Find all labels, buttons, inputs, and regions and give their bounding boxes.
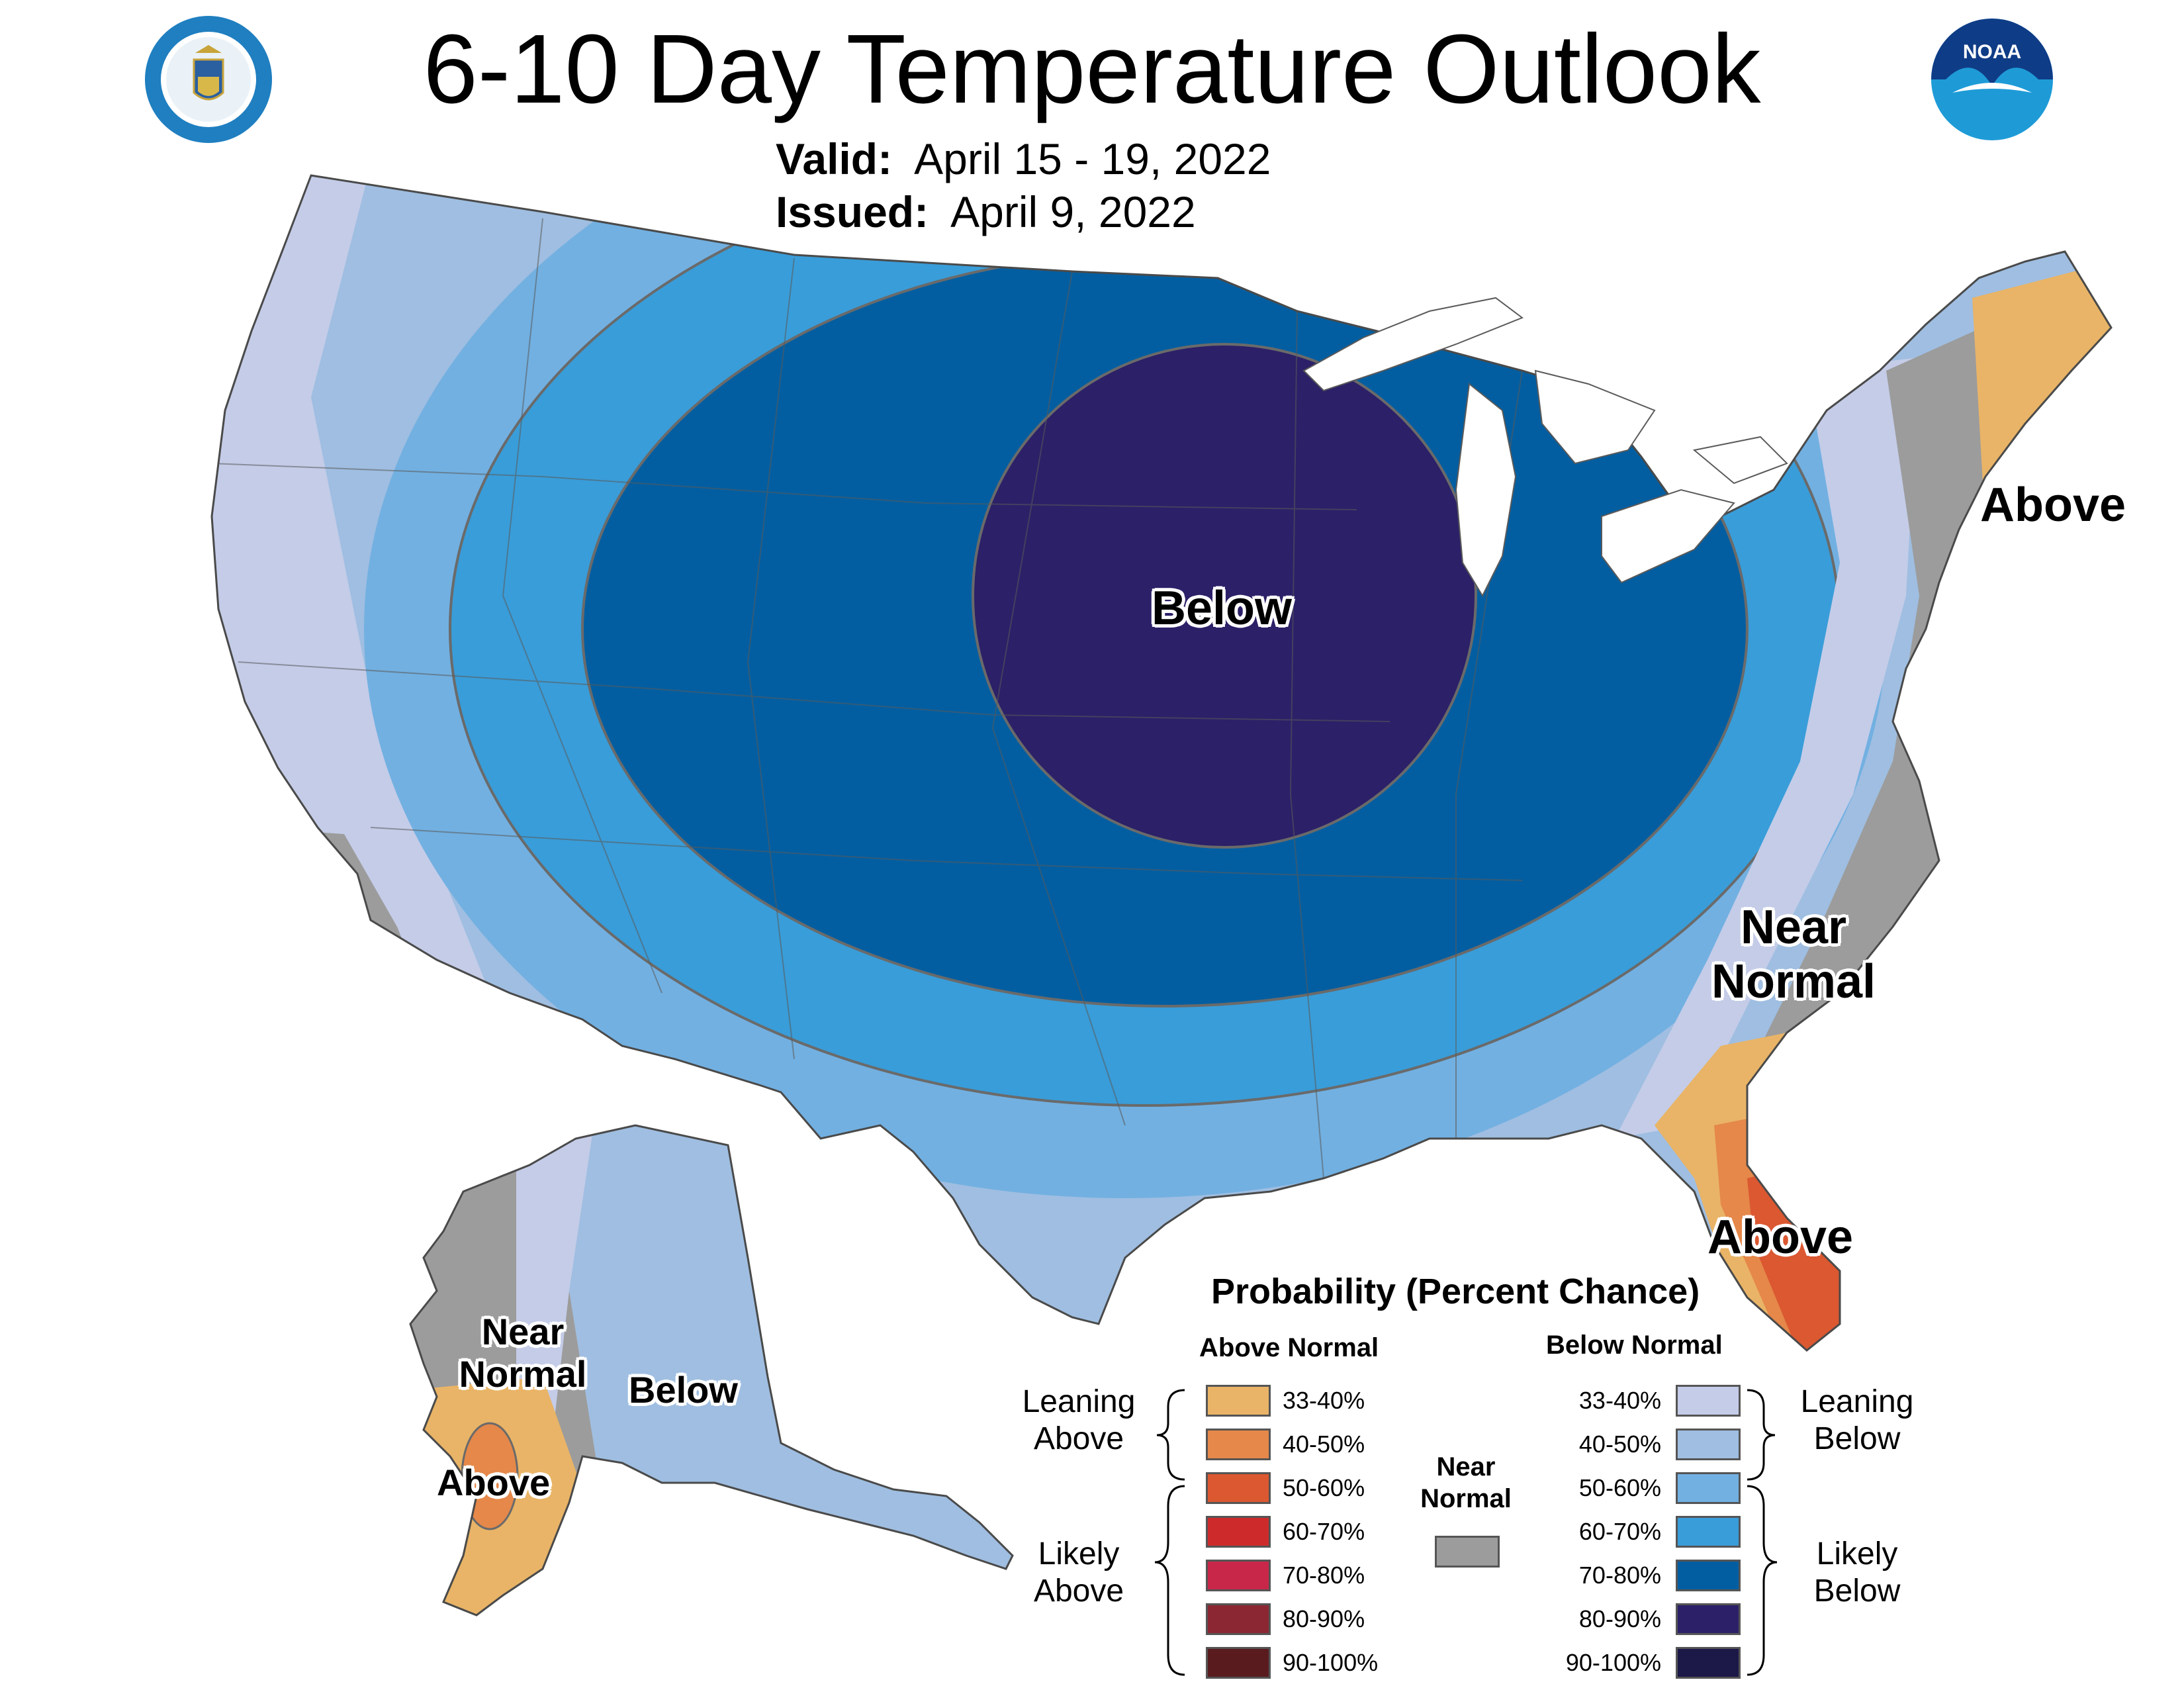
legend-swatch-above-0 [1206, 1385, 1271, 1417]
near-normal-line1: Near [1436, 1452, 1496, 1481]
legend-swatch-below-4 [1676, 1560, 1741, 1591]
conus-map [212, 175, 2111, 1350]
legend-swatch-below-0 [1676, 1385, 1741, 1417]
map-label-alaska-below: Below [629, 1369, 738, 1411]
map-label-conus-below: Below [1152, 582, 1293, 635]
noaa-logo-text: NOAA [1963, 41, 2021, 63]
legend-range-label: 80-90% [1283, 1605, 1365, 1632]
likely-above-line1: Likely [1038, 1536, 1120, 1571]
legend-swatch-above-2 [1206, 1472, 1271, 1504]
legend-near-normal-swatch [1435, 1536, 1500, 1568]
legend-range-label: 70-80% [1283, 1562, 1365, 1589]
alaska-outline [409, 1124, 1014, 1617]
legend-likely-above-label: Likely Above [1013, 1536, 1145, 1610]
legend-range-label: 40-50% [1283, 1430, 1365, 1458]
legend-near-normal-label: Near Normal [1410, 1451, 1522, 1515]
map-label-near-line2: Normal [1711, 955, 1876, 1008]
issued-label: Issued: [776, 187, 929, 236]
map-label-florida-above: Above [1707, 1211, 1854, 1264]
legend-swatch-above-5 [1206, 1603, 1271, 1635]
legend-above-header: Above Normal [1199, 1333, 1379, 1362]
legend-swatch-below-6 [1676, 1647, 1741, 1679]
legend-range-label: 60-70% [1283, 1518, 1365, 1545]
leaning-above-line2: Above [1033, 1421, 1124, 1456]
legend-range-label: 90-100% [1565, 1649, 1661, 1676]
map-label-southeast-near-normal: Near Normal [1701, 900, 1886, 1009]
legend-below-header: Below Normal [1546, 1331, 1723, 1360]
map-label-northeast-above: Above [1980, 479, 2126, 532]
near-normal-line2: Normal [1420, 1484, 1512, 1513]
great-lakes [1302, 297, 1788, 598]
leaning-above-line1: Leaning [1022, 1384, 1136, 1419]
legend-range-label: 60-70% [1578, 1518, 1661, 1545]
likely-below-line1: Likely [1816, 1536, 1898, 1571]
legend-range-label: 90-100% [1283, 1649, 1379, 1676]
issued-value: April 9, 2022 [950, 187, 1196, 236]
map-label-alaska-near-normal: Near Normal [450, 1311, 596, 1395]
legend-swatch-above-3 [1206, 1516, 1271, 1548]
legend-swatch-above-1 [1206, 1429, 1271, 1460]
legend-range-label: 80-90% [1578, 1605, 1661, 1632]
department-of-commerce-seal-icon [142, 13, 275, 146]
legend-swatch-below-2 [1676, 1472, 1741, 1504]
map-label-alaska-near-line1: Near [481, 1311, 565, 1352]
legend-braces [1154, 1389, 1778, 1676]
valid-value: April 15 - 19, 2022 [914, 134, 1271, 183]
legend-likely-below-label: Likely Below [1791, 1536, 1923, 1610]
conus-outline [210, 174, 2113, 1352]
likely-below-line2: Below [1813, 1573, 1901, 1609]
legend-range-label: 50-60% [1283, 1474, 1365, 1501]
legend-swatch-below-3 [1676, 1516, 1741, 1548]
legend-range-label: 33-40% [1578, 1387, 1661, 1414]
issued-date-line: Issued: April 9, 2022 [776, 187, 1196, 237]
map-label-alaska-near-line2: Normal [459, 1353, 587, 1395]
legend-swatch-below-5 [1676, 1603, 1741, 1635]
noaa-logo-icon: NOAA [1926, 13, 2058, 146]
legend-leaning-above-label: Leaning Above [1013, 1383, 1145, 1458]
legend-swatch-below-1 [1676, 1429, 1741, 1460]
legend-swatch-above-4 [1206, 1560, 1271, 1591]
legend-swatch-above-6 [1206, 1647, 1271, 1679]
map-label-alaska-above: Above [437, 1462, 551, 1503]
valid-label: Valid: [776, 134, 893, 183]
legend-title: Probability (Percent Chance) [1211, 1272, 1700, 1311]
legend-leaning-below-label: Leaning Below [1791, 1383, 1923, 1458]
legend-range-label: 40-50% [1578, 1430, 1661, 1458]
legend-range-label: 33-40% [1283, 1387, 1365, 1414]
legend-range-label: 70-80% [1578, 1562, 1661, 1589]
map-label-near-line1: Near [1740, 901, 1847, 954]
legend-range-label: 50-60% [1578, 1474, 1661, 1501]
leaning-below-line1: Leaning [1800, 1384, 1914, 1419]
likely-above-line2: Above [1033, 1573, 1124, 1609]
page-title: 6-10 Day Temperature Outlook [423, 15, 1761, 124]
valid-date-line: Valid: April 15 - 19, 2022 [776, 134, 1271, 184]
leaning-below-line2: Below [1813, 1421, 1901, 1456]
